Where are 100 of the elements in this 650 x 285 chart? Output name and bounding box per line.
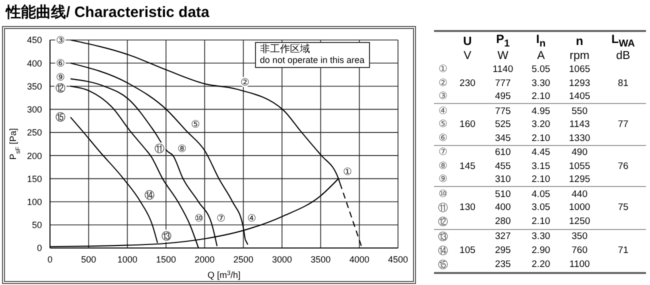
text: 350 [572,231,588,242]
category-label: ④ [438,106,448,117]
y-tick-label: 400 [26,58,42,68]
text: 2.10 [532,132,550,144]
text: 3.30 [532,231,550,242]
text: 5.05 [532,64,550,76]
text: 2.10 [532,91,550,102]
category-label: ⑤ [438,119,448,130]
text: 2.20 [532,259,550,270]
text: 777 [494,78,511,89]
chart-title: 性能曲线/ Characteristic data [6,3,210,22]
y-tick-label: 250 [26,128,42,138]
text: 1330 [569,132,590,144]
y-tick-label: 100 [26,196,42,207]
text: 510 [494,188,511,200]
x-tick-label: 3500 [310,254,331,264]
annotation: ⑩ [194,213,204,224]
text: 455 [494,160,511,172]
x-tick-label: 1000 [117,254,138,264]
annotation: ⑤ [191,120,200,131]
text: 760 [572,245,588,256]
text: 71 [618,245,628,256]
y-tick-label: 350 [26,81,42,92]
annotation: ⑫ [55,82,66,95]
y-tick-label: 300 [26,104,42,115]
x-tick-label: 4500 [388,254,408,264]
text: 4.95 [532,106,550,117]
text: 3.20 [532,119,550,130]
text: 295 [494,245,511,256]
annotation: ⑨ [56,72,66,84]
annotation: ⑪ [154,143,165,156]
y-tick-label: 450 [26,35,42,46]
category-label: L$_{WA}$ [610,31,636,50]
text: 1055 [569,160,590,172]
x-axis-title: Q [m$^{3}$/h] [207,270,241,280]
x-tick-label: 3000 [272,254,292,264]
x-tick-label: 0 [47,254,53,264]
category-label: ⑦ [438,147,448,158]
text: W [497,50,508,62]
category-label: U [462,32,473,50]
annotation: 非工作区域 [260,44,311,56]
text: 280 [494,216,511,228]
text: 345 [494,132,511,144]
text: 105 [460,245,476,256]
text: 2.90 [532,245,550,256]
x-tick-label: 4000 [349,254,370,264]
text: rpm [570,50,590,62]
text: 1140 [492,64,514,76]
category-label: ② [438,78,448,89]
annotation: ⑧ [177,144,186,156]
x-tick-label: 1500 [156,254,176,264]
text: dB [616,50,630,62]
category-label: I$_{n}$ [535,31,547,50]
annotation: ④ [247,213,256,224]
category-label: ⑨ [438,174,448,186]
text: 1143 [569,119,590,130]
text: 160 [460,119,476,130]
text: V [464,50,472,62]
text: 400 [494,202,511,214]
text: 1000 [569,202,590,214]
text: 3.15 [532,160,550,172]
text: 235 [494,259,511,270]
category-label: ⑮ [438,260,448,271]
category-label: ⑭ [438,246,448,257]
text: 1100 [569,259,590,270]
text: 75 [618,202,628,214]
category-label: n [574,32,584,50]
text: 81 [618,78,628,89]
annotation: ① [342,167,352,178]
text: 775 [494,106,511,117]
text: 610 [494,147,511,158]
text: 1405 [569,91,590,102]
text: 130 [460,202,476,214]
category-label: ⑬ [438,232,448,243]
y-tick-label: 0 [36,243,42,254]
category-label: ⑥ [438,132,448,144]
text: 1293 [569,78,590,89]
annotation: ⑮ [55,112,66,124]
text: 145 [460,160,476,172]
text: 550 [572,106,588,117]
category-label: ③ [438,91,448,102]
y-tick-label: 150 [26,174,42,184]
category-label: ⑧ [438,160,448,172]
text: 77 [618,119,628,130]
text: 4.05 [532,188,550,200]
text: 440 [572,188,588,200]
text: 310 [494,174,511,186]
text: 525 [494,119,511,130]
text: 490 [572,147,588,158]
text: 2.10 [532,174,550,186]
x-tick-label: 500 [81,254,96,264]
annotation: ⑭ [144,189,154,202]
text: 76 [618,160,628,172]
category-label: ⑫ [438,216,448,228]
x-tick-label: 2500 [233,254,254,264]
text: 327 [494,231,511,242]
text: A [537,50,545,62]
y-tick-label: 50 [32,220,42,230]
category-label: P$_{1}$ [495,31,511,50]
y-tick-label: 200 [26,150,42,161]
